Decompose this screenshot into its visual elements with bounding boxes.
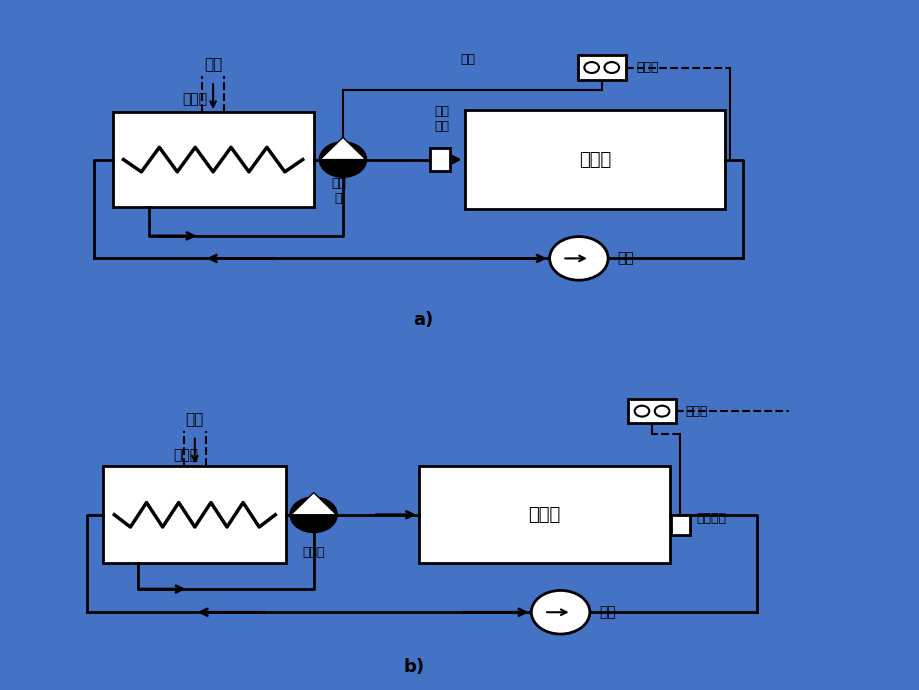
Text: 柴油机: 柴油机 xyxy=(578,150,610,168)
Circle shape xyxy=(654,406,669,417)
Bar xyxy=(429,148,449,172)
Bar xyxy=(112,112,313,207)
Circle shape xyxy=(531,591,589,634)
Text: 水泵: 水泵 xyxy=(617,251,633,266)
Text: 水泵: 水泵 xyxy=(598,605,615,619)
Text: 海水: 海水 xyxy=(204,57,222,72)
Text: 调节器: 调节器 xyxy=(636,61,658,74)
Text: b): b) xyxy=(403,658,425,676)
Circle shape xyxy=(320,143,366,177)
Text: 冷却器: 冷却器 xyxy=(173,448,198,462)
Text: a): a) xyxy=(413,310,433,328)
Polygon shape xyxy=(320,137,366,159)
Text: 三通
阀: 三通 阀 xyxy=(331,177,346,205)
Text: 感温
元件: 感温 元件 xyxy=(434,105,448,132)
Bar xyxy=(103,466,286,563)
Polygon shape xyxy=(290,493,336,515)
Circle shape xyxy=(584,62,598,73)
Text: 三通阀: 三通阀 xyxy=(302,546,324,559)
Text: 感温元件: 感温元件 xyxy=(695,512,725,524)
Bar xyxy=(628,399,675,424)
Bar xyxy=(418,466,670,563)
Bar xyxy=(577,55,625,80)
Circle shape xyxy=(290,497,336,532)
Circle shape xyxy=(549,237,607,280)
Text: 空气: 空气 xyxy=(460,52,474,66)
Text: 冷却器: 冷却器 xyxy=(182,92,207,107)
Text: 柴油机: 柴油机 xyxy=(528,506,560,524)
Bar xyxy=(671,515,688,535)
Text: 调节器: 调节器 xyxy=(685,404,707,417)
Circle shape xyxy=(634,406,649,417)
Circle shape xyxy=(604,62,618,73)
Bar xyxy=(464,110,724,208)
Text: 海水: 海水 xyxy=(186,412,204,427)
